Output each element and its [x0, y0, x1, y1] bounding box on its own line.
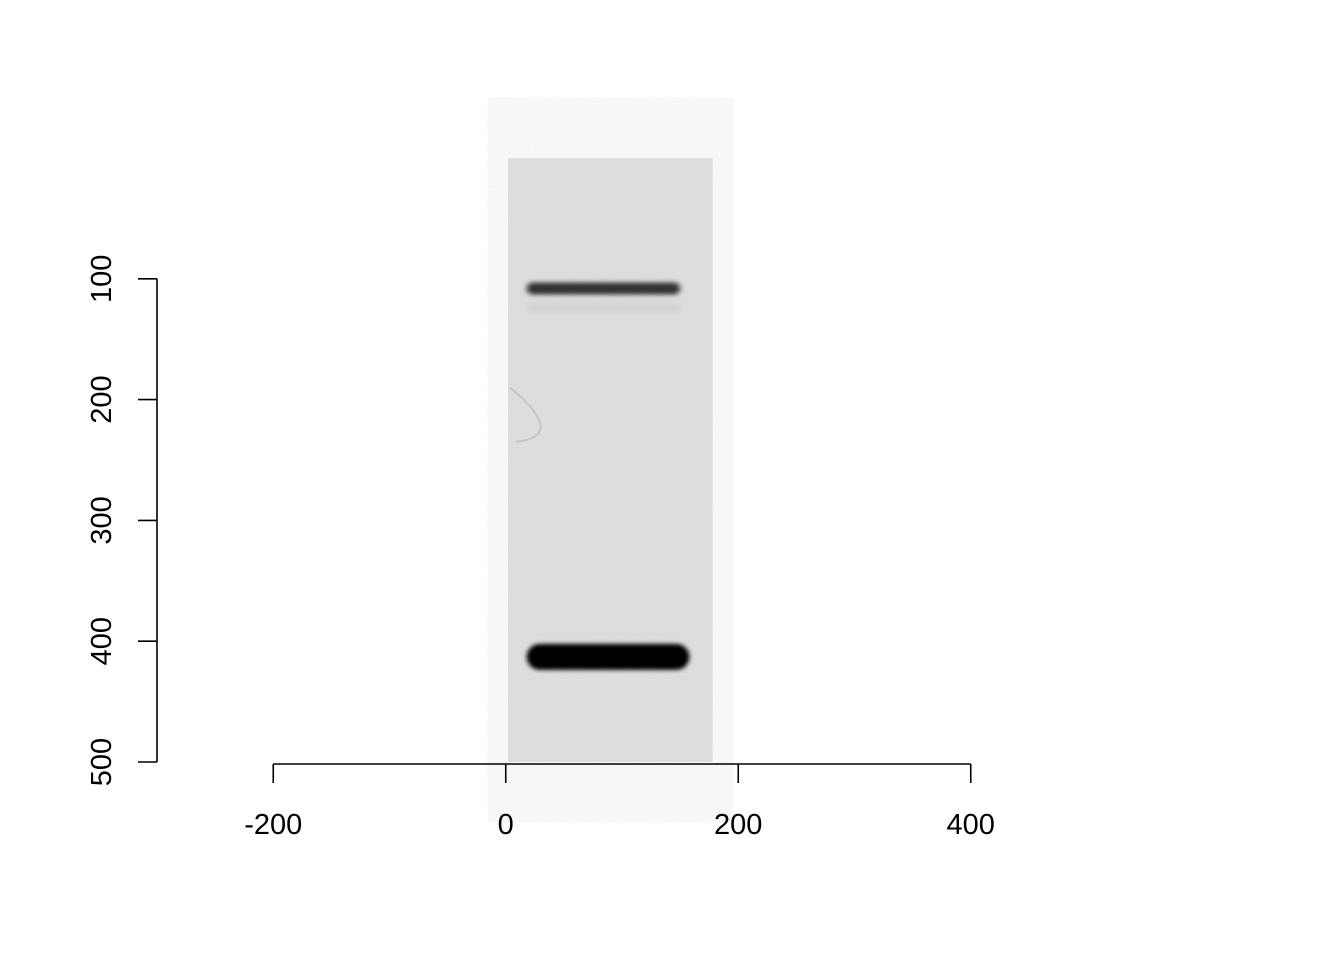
x-tick-label: 200	[714, 809, 762, 841]
y-axis: 100 200 300 400 500	[86, 255, 157, 787]
upper-band	[527, 282, 680, 294]
x-tick-label: 0	[498, 809, 514, 841]
x-tick-label: 400	[947, 809, 995, 841]
y-tick-label: 100	[86, 255, 118, 303]
y-tick-label: 300	[86, 496, 118, 544]
x-axis: -200 0 200 400	[244, 764, 995, 841]
y-tick-label: 200	[86, 375, 118, 423]
y-tick-label: 400	[86, 617, 118, 665]
x-tick-label: -200	[244, 809, 302, 841]
gel-texture	[508, 158, 713, 762]
y-tick-label: 500	[86, 738, 118, 786]
upper-band-smear	[527, 302, 680, 312]
lower-band	[527, 644, 690, 670]
gel-lane	[508, 158, 713, 762]
